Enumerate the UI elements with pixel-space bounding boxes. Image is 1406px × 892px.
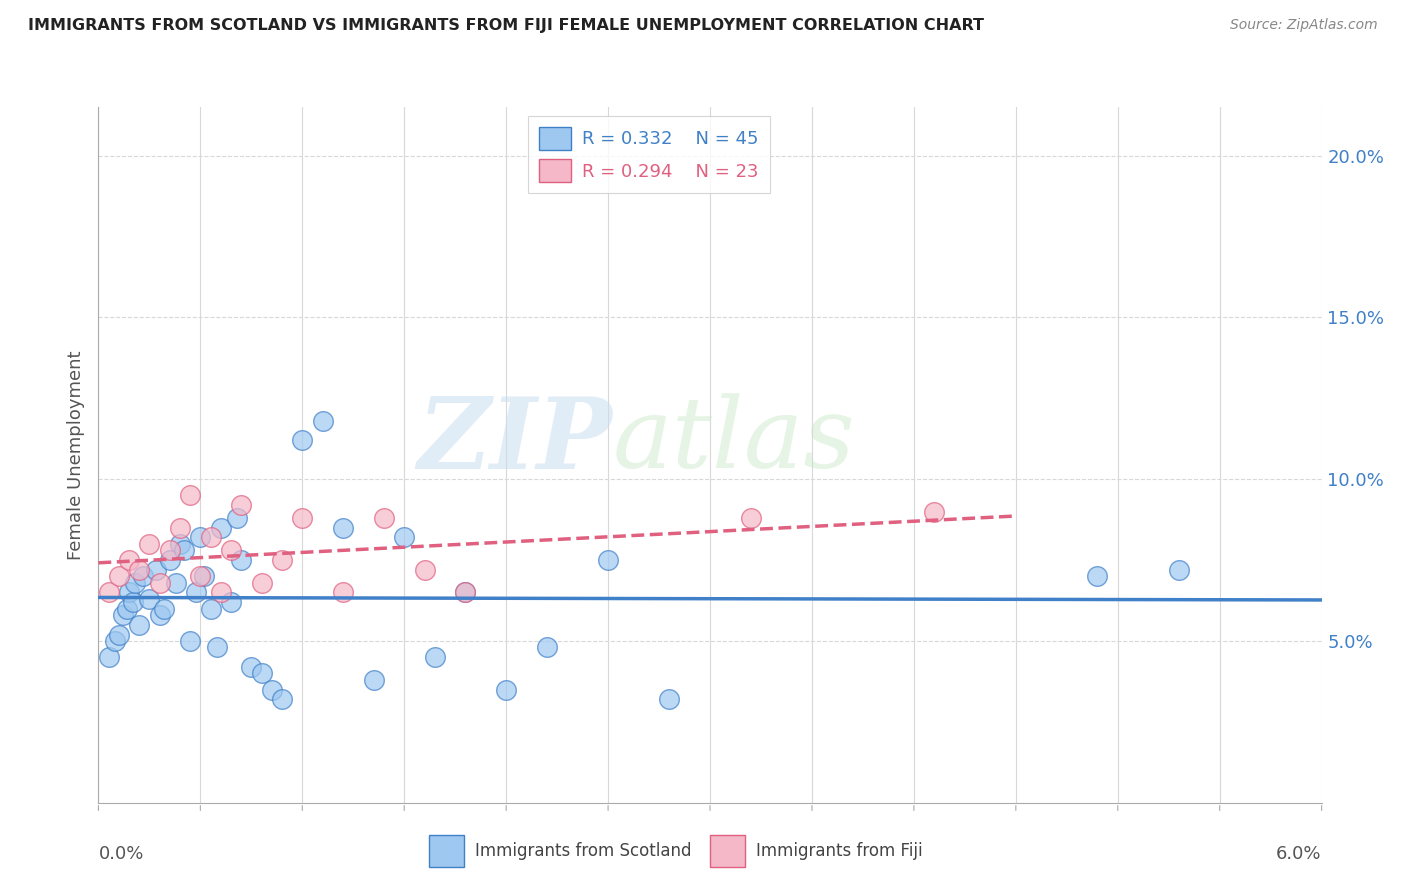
Point: [373, 511, 395, 525]
Point: [193, 569, 215, 583]
Point: [97, 585, 120, 599]
Point: [132, 569, 155, 583]
Point: [111, 608, 134, 623]
Point: [128, 563, 150, 577]
Point: [145, 563, 167, 577]
Point: [108, 569, 131, 583]
Point: [423, 650, 446, 665]
Point: [454, 585, 477, 599]
Point: [392, 531, 416, 545]
Point: [596, 553, 619, 567]
Point: [104, 634, 127, 648]
Text: Immigrants from Fiji: Immigrants from Fiji: [756, 842, 924, 860]
Point: [108, 627, 131, 641]
Point: [169, 537, 191, 551]
Point: [179, 634, 201, 648]
Point: [229, 553, 253, 567]
Point: [1167, 563, 1189, 577]
Point: [363, 673, 385, 687]
Point: [188, 531, 212, 545]
Point: [138, 537, 160, 551]
Point: [97, 650, 120, 665]
Point: [740, 511, 762, 525]
Point: [122, 595, 145, 609]
FancyBboxPatch shape: [710, 835, 745, 867]
Point: [219, 595, 242, 609]
Text: Source: ZipAtlas.com: Source: ZipAtlas.com: [1230, 18, 1378, 32]
Point: [291, 434, 314, 448]
Point: [658, 692, 681, 706]
Text: atlas: atlas: [612, 393, 855, 489]
Point: [209, 585, 232, 599]
Text: IMMIGRANTS FROM SCOTLAND VS IMMIGRANTS FROM FIJI FEMALE UNEMPLOYMENT CORRELATION: IMMIGRANTS FROM SCOTLAND VS IMMIGRANTS F…: [28, 18, 984, 33]
Point: [138, 591, 160, 606]
Point: [115, 601, 138, 615]
Point: [260, 682, 283, 697]
Point: [165, 575, 187, 590]
Text: 0.0%: 0.0%: [98, 845, 143, 863]
Point: [311, 414, 335, 428]
Point: [1085, 569, 1108, 583]
Point: [173, 543, 195, 558]
Point: [149, 575, 172, 590]
Legend: R = 0.332    N = 45, R = 0.294    N = 23: R = 0.332 N = 45, R = 0.294 N = 23: [529, 116, 769, 194]
Text: Immigrants from Scotland: Immigrants from Scotland: [475, 842, 692, 860]
Point: [186, 585, 208, 599]
Point: [200, 531, 222, 545]
Point: [188, 569, 212, 583]
Text: 6.0%: 6.0%: [1277, 845, 1322, 863]
Point: [179, 488, 201, 502]
Point: [229, 498, 253, 512]
Point: [454, 585, 477, 599]
Point: [270, 553, 292, 567]
Text: ZIP: ZIP: [418, 392, 612, 489]
Point: [169, 521, 191, 535]
Point: [159, 543, 181, 558]
Y-axis label: Female Unemployment: Female Unemployment: [66, 351, 84, 559]
Point: [118, 553, 141, 567]
Point: [270, 692, 292, 706]
Point: [226, 511, 249, 525]
Point: [922, 504, 945, 518]
Point: [250, 666, 273, 681]
Point: [118, 585, 141, 599]
Point: [128, 617, 150, 632]
Point: [205, 640, 228, 655]
Point: [495, 682, 517, 697]
Point: [332, 585, 354, 599]
Point: [124, 575, 146, 590]
Point: [149, 608, 172, 623]
Point: [209, 521, 232, 535]
Point: [536, 640, 558, 655]
Point: [240, 660, 263, 674]
Point: [159, 553, 181, 567]
Point: [250, 575, 273, 590]
Point: [219, 543, 242, 558]
Point: [413, 563, 436, 577]
Point: [332, 521, 354, 535]
Point: [291, 511, 314, 525]
Point: [152, 601, 174, 615]
Point: [200, 601, 222, 615]
FancyBboxPatch shape: [429, 835, 464, 867]
